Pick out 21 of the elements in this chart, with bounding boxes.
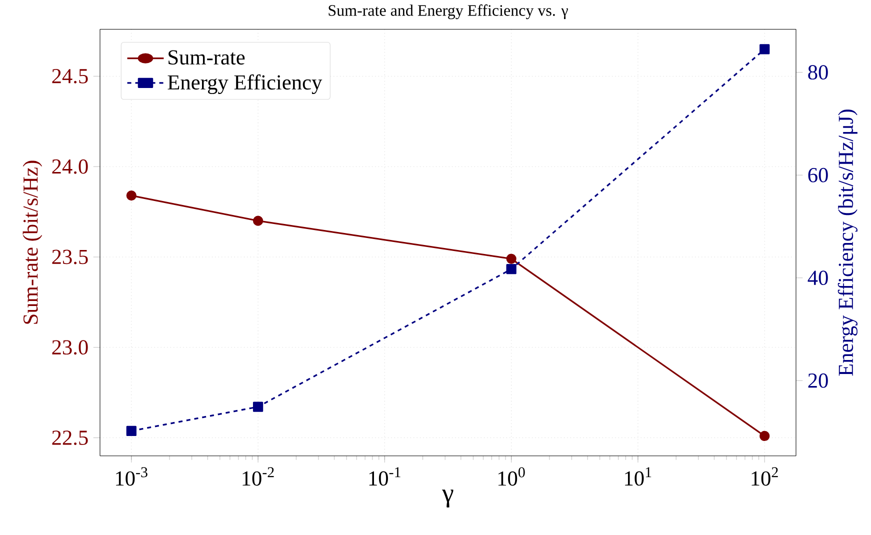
y2-tick-label: 40 xyxy=(808,270,828,286)
x-axis-title: γ xyxy=(442,490,454,508)
y-tick-label: 23.0 xyxy=(52,340,88,355)
legend-label: Energy Efficiency xyxy=(168,74,322,94)
x-tick-label: 10$^{-2}$ xyxy=(242,467,274,486)
y-tick-label: 23.5 xyxy=(52,250,88,264)
x-tick-label: 10$^{-1}$ xyxy=(369,467,400,486)
x-tick-label: 10$^{1}$ xyxy=(625,467,652,486)
legend-label: Sum-rate xyxy=(168,50,245,65)
x-tick-label: 10$^{-3}$ xyxy=(116,467,148,486)
y2-tick-label: 80 xyxy=(808,65,828,80)
y-tick-label: 24.5 xyxy=(52,69,88,84)
x-tick-label: 10$^{0}$ xyxy=(498,467,525,486)
y2-tick-label: 20 xyxy=(808,374,828,388)
y-tick-label: 24.0 xyxy=(52,160,88,174)
chart-title: Sum-rate and Energy Efficiency vs. γ xyxy=(328,4,568,20)
x-tick-label: 10$^{2}$ xyxy=(752,467,778,486)
y-tick-label: 22.5 xyxy=(52,430,88,446)
y2-tick-label: 60 xyxy=(808,168,828,183)
y-axis-title: Sum-rate (bit/s/Hz) xyxy=(22,161,42,324)
y2-axis-title: Energy Efficiency (bit/s/Hz/μJ) xyxy=(838,110,858,376)
